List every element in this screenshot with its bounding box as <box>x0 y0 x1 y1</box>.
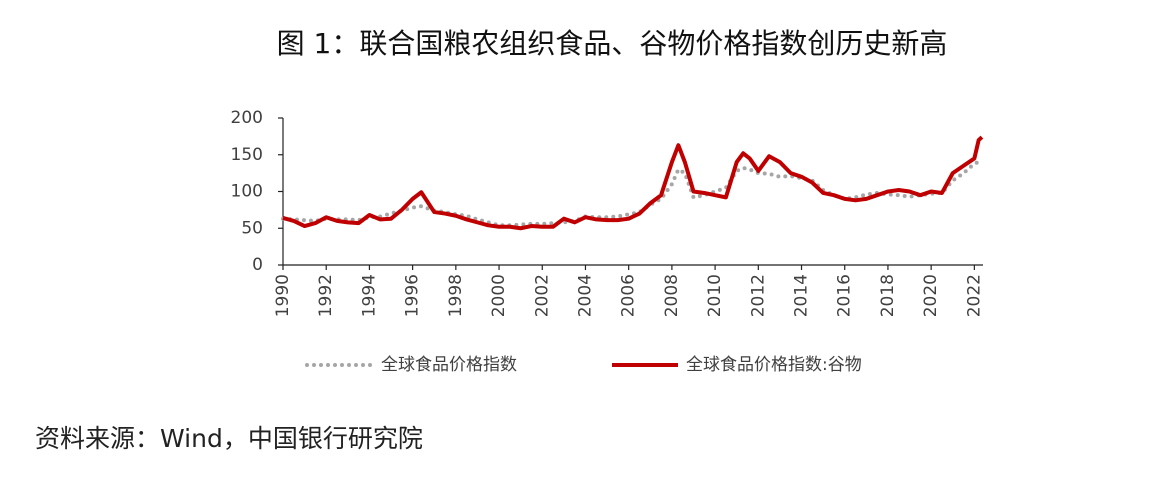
x-tick-label: 2016 <box>835 274 855 317</box>
x-tick-label: 2008 <box>662 274 682 317</box>
y-tick-label: 100 <box>231 182 263 202</box>
y-tick-label: 200 <box>231 108 263 128</box>
y-tick-label: 150 <box>231 145 263 165</box>
x-tick-label: 2014 <box>792 274 812 317</box>
legend-label: 全球食品价格指数 <box>381 355 517 375</box>
x-tick-label: 2000 <box>489 274 509 317</box>
series-line <box>282 135 984 231</box>
source-note: 资料来源：Wind，中国银行研究院 <box>35 424 423 453</box>
x-tick-label: 2010 <box>705 274 725 317</box>
x-tick-label: 2002 <box>532 274 552 317</box>
x-tick-label: 2006 <box>619 274 639 317</box>
x-tick-label: 1992 <box>316 274 336 317</box>
legend-label: 全球食品价格指数:谷物 <box>686 355 862 375</box>
x-tick-label: 2018 <box>878 274 898 317</box>
x-tick-label: 2022 <box>964 274 984 317</box>
y-tick-label: 50 <box>241 218 263 238</box>
chart-title: 图 1：联合国粮农组织食品、谷物价格指数创历史新高 <box>277 27 948 60</box>
x-tick-label: 2004 <box>575 274 595 317</box>
x-tick-label: 1990 <box>273 274 293 317</box>
series-line <box>281 158 984 228</box>
y-tick-label: 0 <box>252 255 263 275</box>
x-tick-label: 1996 <box>403 274 423 317</box>
x-tick-label: 2020 <box>921 274 941 317</box>
x-tick-label: 1998 <box>446 274 466 317</box>
x-tick-label: 2012 <box>748 274 768 317</box>
x-tick-label: 1994 <box>359 274 379 317</box>
